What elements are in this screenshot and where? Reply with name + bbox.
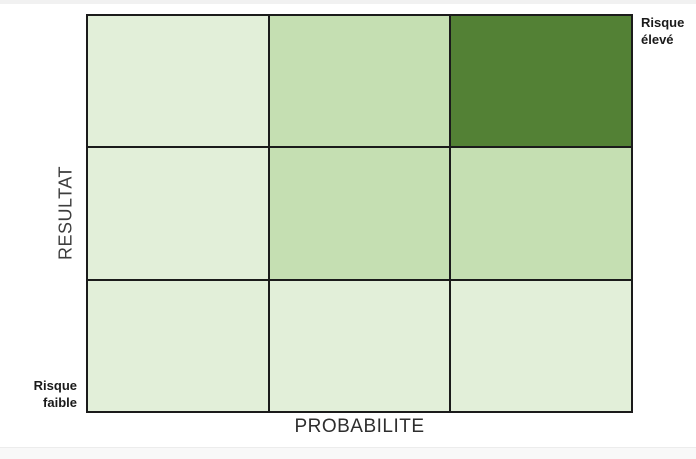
- matrix-cell-r1c2: [269, 16, 450, 147]
- x-axis-label: PROBABILITE: [294, 416, 425, 437]
- low-risk-annotation: Risque faible: [33, 378, 77, 410]
- matrix-grid: [86, 14, 633, 413]
- matrix-cell-r1c1: [88, 16, 268, 147]
- matrix-cell-r3c1: [88, 280, 268, 411]
- matrix-cell-r3c3: [451, 280, 631, 411]
- high-risk-annotation: Risque élevé: [641, 15, 685, 47]
- matrix-cell-r1c3: [451, 16, 631, 147]
- y-axis-label: RESULTAT: [55, 165, 76, 261]
- matrix-cell-r2c2: [269, 148, 450, 279]
- matrix-cell-r3c2: [269, 280, 450, 411]
- matrix-cell-r2c1: [88, 148, 268, 279]
- window-top-edge: [0, 0, 696, 4]
- window-bottom-edge: [0, 447, 696, 459]
- matrix-cell-r2c3: [451, 148, 631, 279]
